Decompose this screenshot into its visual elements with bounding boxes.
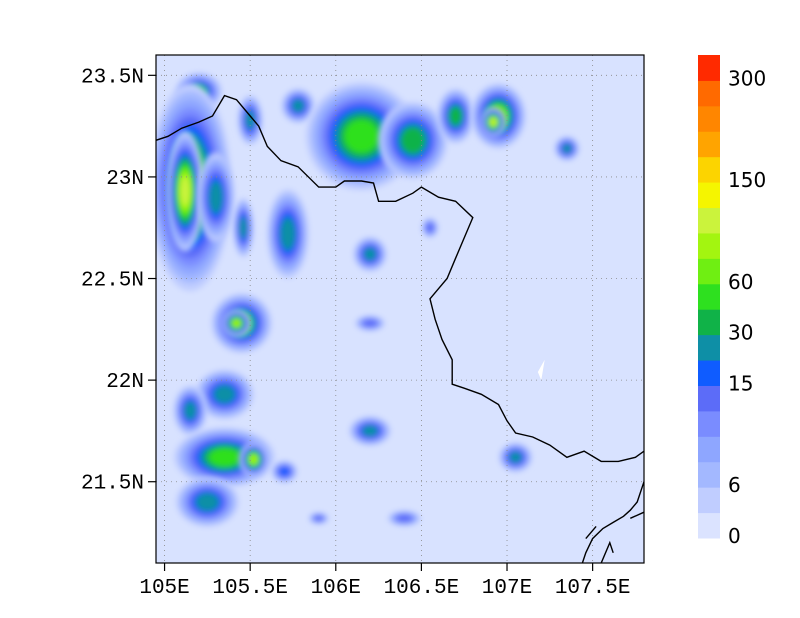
colorbar-swatch xyxy=(698,309,720,336)
precipitation-field xyxy=(156,72,580,527)
precip-contour xyxy=(313,515,324,522)
colorbar-swatch xyxy=(698,156,720,183)
precip-cell xyxy=(554,136,580,161)
precip-contour xyxy=(362,425,378,437)
precip-cell xyxy=(498,442,533,473)
colorbar-swatch xyxy=(698,80,720,107)
precip-cell xyxy=(166,130,205,252)
y-tick-label: 23N xyxy=(106,168,144,191)
precip-contour xyxy=(449,106,462,126)
precip-cell xyxy=(176,477,239,527)
precip-cell xyxy=(437,88,475,144)
precip-cell xyxy=(173,385,207,436)
precip-contour xyxy=(562,143,572,154)
y-axis-ticks: 21.5N 22N 22.5N 23N 23.5N xyxy=(81,66,156,496)
colorbar-swatch xyxy=(698,461,720,488)
colorbar-swatch xyxy=(698,283,720,310)
precip-cell xyxy=(353,236,387,272)
precip-cell xyxy=(480,106,507,138)
y-tick-label: 22.5N xyxy=(81,270,144,293)
precip-contour xyxy=(396,514,413,522)
precip-contour xyxy=(291,99,305,113)
map-frame xyxy=(155,54,645,564)
colorbar-swatch xyxy=(698,436,720,463)
precip-contour xyxy=(213,385,236,404)
precip-cell xyxy=(197,152,235,242)
y-tick-label: 22N xyxy=(106,371,144,394)
precip-contour xyxy=(363,247,377,261)
precip-contour xyxy=(249,454,258,464)
colorbar-label: 6 xyxy=(728,473,741,497)
precip-contour xyxy=(401,127,425,154)
precip-contour xyxy=(509,451,522,463)
coastline xyxy=(585,525,597,540)
precip-contour xyxy=(344,119,379,153)
precip-contour xyxy=(239,216,248,239)
x-tick-label: 107E xyxy=(482,577,532,600)
precip-contour xyxy=(180,176,190,206)
colorbar-label: 0 xyxy=(728,524,741,548)
precip-contour xyxy=(426,223,434,233)
colorbar: 0 6 15 30 60 150 300 xyxy=(698,55,766,548)
colorbar-label: 150 xyxy=(728,168,766,192)
precip-cell xyxy=(378,102,448,179)
precip-contour xyxy=(280,217,296,251)
x-tick-label: 106E xyxy=(311,577,361,600)
precip-cell xyxy=(238,441,269,477)
precip-contour xyxy=(363,319,378,327)
colorbar-label: 30 xyxy=(728,321,753,345)
x-tick-label: 105.5E xyxy=(212,577,288,600)
missing-data-patch xyxy=(537,359,545,381)
coastline-border xyxy=(156,94,644,563)
y-tick-label: 23.5N xyxy=(81,66,144,89)
colorbar-swatch xyxy=(698,258,720,285)
precip-cell xyxy=(355,315,385,332)
precip-contour xyxy=(195,492,220,512)
precip-cell xyxy=(421,217,439,238)
precip-cell xyxy=(308,512,329,525)
colorbar-label: 300 xyxy=(728,66,766,90)
precip-cell xyxy=(195,369,254,420)
x-tick-label: 107.5E xyxy=(555,577,631,600)
precip-contour xyxy=(490,118,497,126)
x-tick-label: 106.5E xyxy=(384,577,460,600)
colorbar-swatch xyxy=(698,487,720,514)
coastline xyxy=(581,481,644,563)
coastline xyxy=(600,540,614,563)
precip-contour xyxy=(232,319,241,327)
precip-contour xyxy=(208,180,223,214)
colorbar-swatch xyxy=(698,360,720,386)
x-axis-ticks: 105E 105.5E 106E 106.5E 107E 107.5E xyxy=(139,563,631,600)
colorbar-label: 60 xyxy=(728,270,753,294)
colorbar-swatch xyxy=(698,385,720,412)
colorbar-swatch xyxy=(698,207,720,234)
colorbar-swatch xyxy=(698,410,720,437)
precip-contour xyxy=(278,466,290,477)
colorbar-swatch xyxy=(698,55,720,81)
precip-cell xyxy=(271,460,298,483)
colorbar-swatch xyxy=(698,182,720,209)
x-tick-label: 105E xyxy=(139,577,189,600)
colorbar-swatch xyxy=(698,105,720,132)
precip-cell xyxy=(281,88,315,124)
precip-contour xyxy=(208,448,241,467)
colorbar-swatch xyxy=(698,232,720,259)
colorbar-swatch xyxy=(698,334,720,361)
precip-cell xyxy=(349,416,391,446)
colorbar-swatch xyxy=(698,131,720,158)
precip-cell xyxy=(266,189,309,279)
colorbar-label: 15 xyxy=(728,371,753,395)
precip-cell xyxy=(387,510,421,527)
precip-cell xyxy=(232,198,254,258)
precip-contour xyxy=(184,401,197,420)
national-border xyxy=(156,94,644,463)
precip-cell xyxy=(221,309,252,338)
y-tick-label: 21.5N xyxy=(81,473,144,496)
precip-cell xyxy=(305,82,417,191)
coastline xyxy=(630,511,644,519)
colorbar-swatch xyxy=(698,512,720,539)
